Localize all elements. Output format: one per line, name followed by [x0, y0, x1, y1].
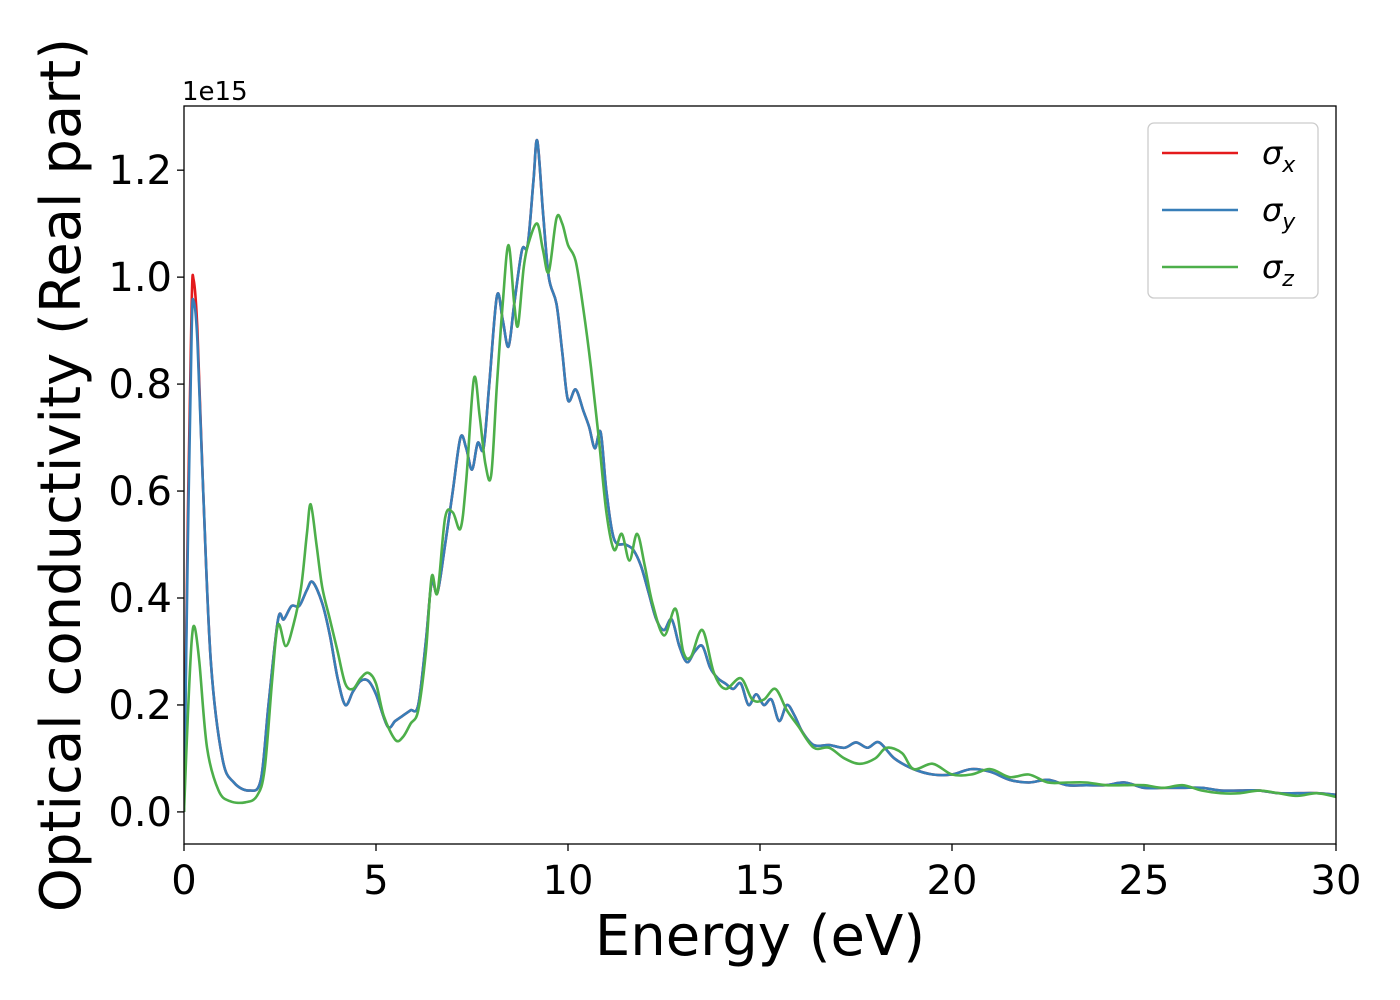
y-tick-label: 0.0: [108, 790, 172, 836]
x-tick-label: 0: [171, 858, 196, 904]
y-tick-label: 1.2: [108, 148, 172, 194]
x-tick-label: 15: [735, 858, 786, 904]
series-layer: [184, 138, 1336, 812]
y-tick-label: 0.6: [108, 469, 172, 515]
x-axis-title: Energy (eV): [595, 904, 925, 969]
x-tick-label: 25: [1119, 858, 1170, 904]
x-tick-label: 30: [1311, 858, 1362, 904]
y-tick-label: 1.0: [108, 255, 172, 301]
y-tick-label: 0.8: [108, 362, 172, 408]
y-axis-title: Optical conductivity (Real part): [29, 38, 94, 912]
y-axis-ticks: 0.0 0.2 0.4 0.6 0.8 1.0 1.2: [108, 148, 184, 836]
legend-label-sigma-z: σz: [1262, 248, 1294, 292]
y-tick-label: 0.4: [108, 576, 172, 622]
x-axis-ticks: 0 5 10 15 20 25 30: [171, 844, 1361, 904]
y-tick-label: 0.2: [108, 683, 172, 729]
x-tick-label: 10: [543, 858, 594, 904]
x-tick-label: 5: [363, 858, 388, 904]
y-offset-label: 1e15: [182, 77, 248, 107]
x-tick-label: 20: [927, 858, 978, 904]
series-line-sigma-z: [184, 213, 1336, 812]
